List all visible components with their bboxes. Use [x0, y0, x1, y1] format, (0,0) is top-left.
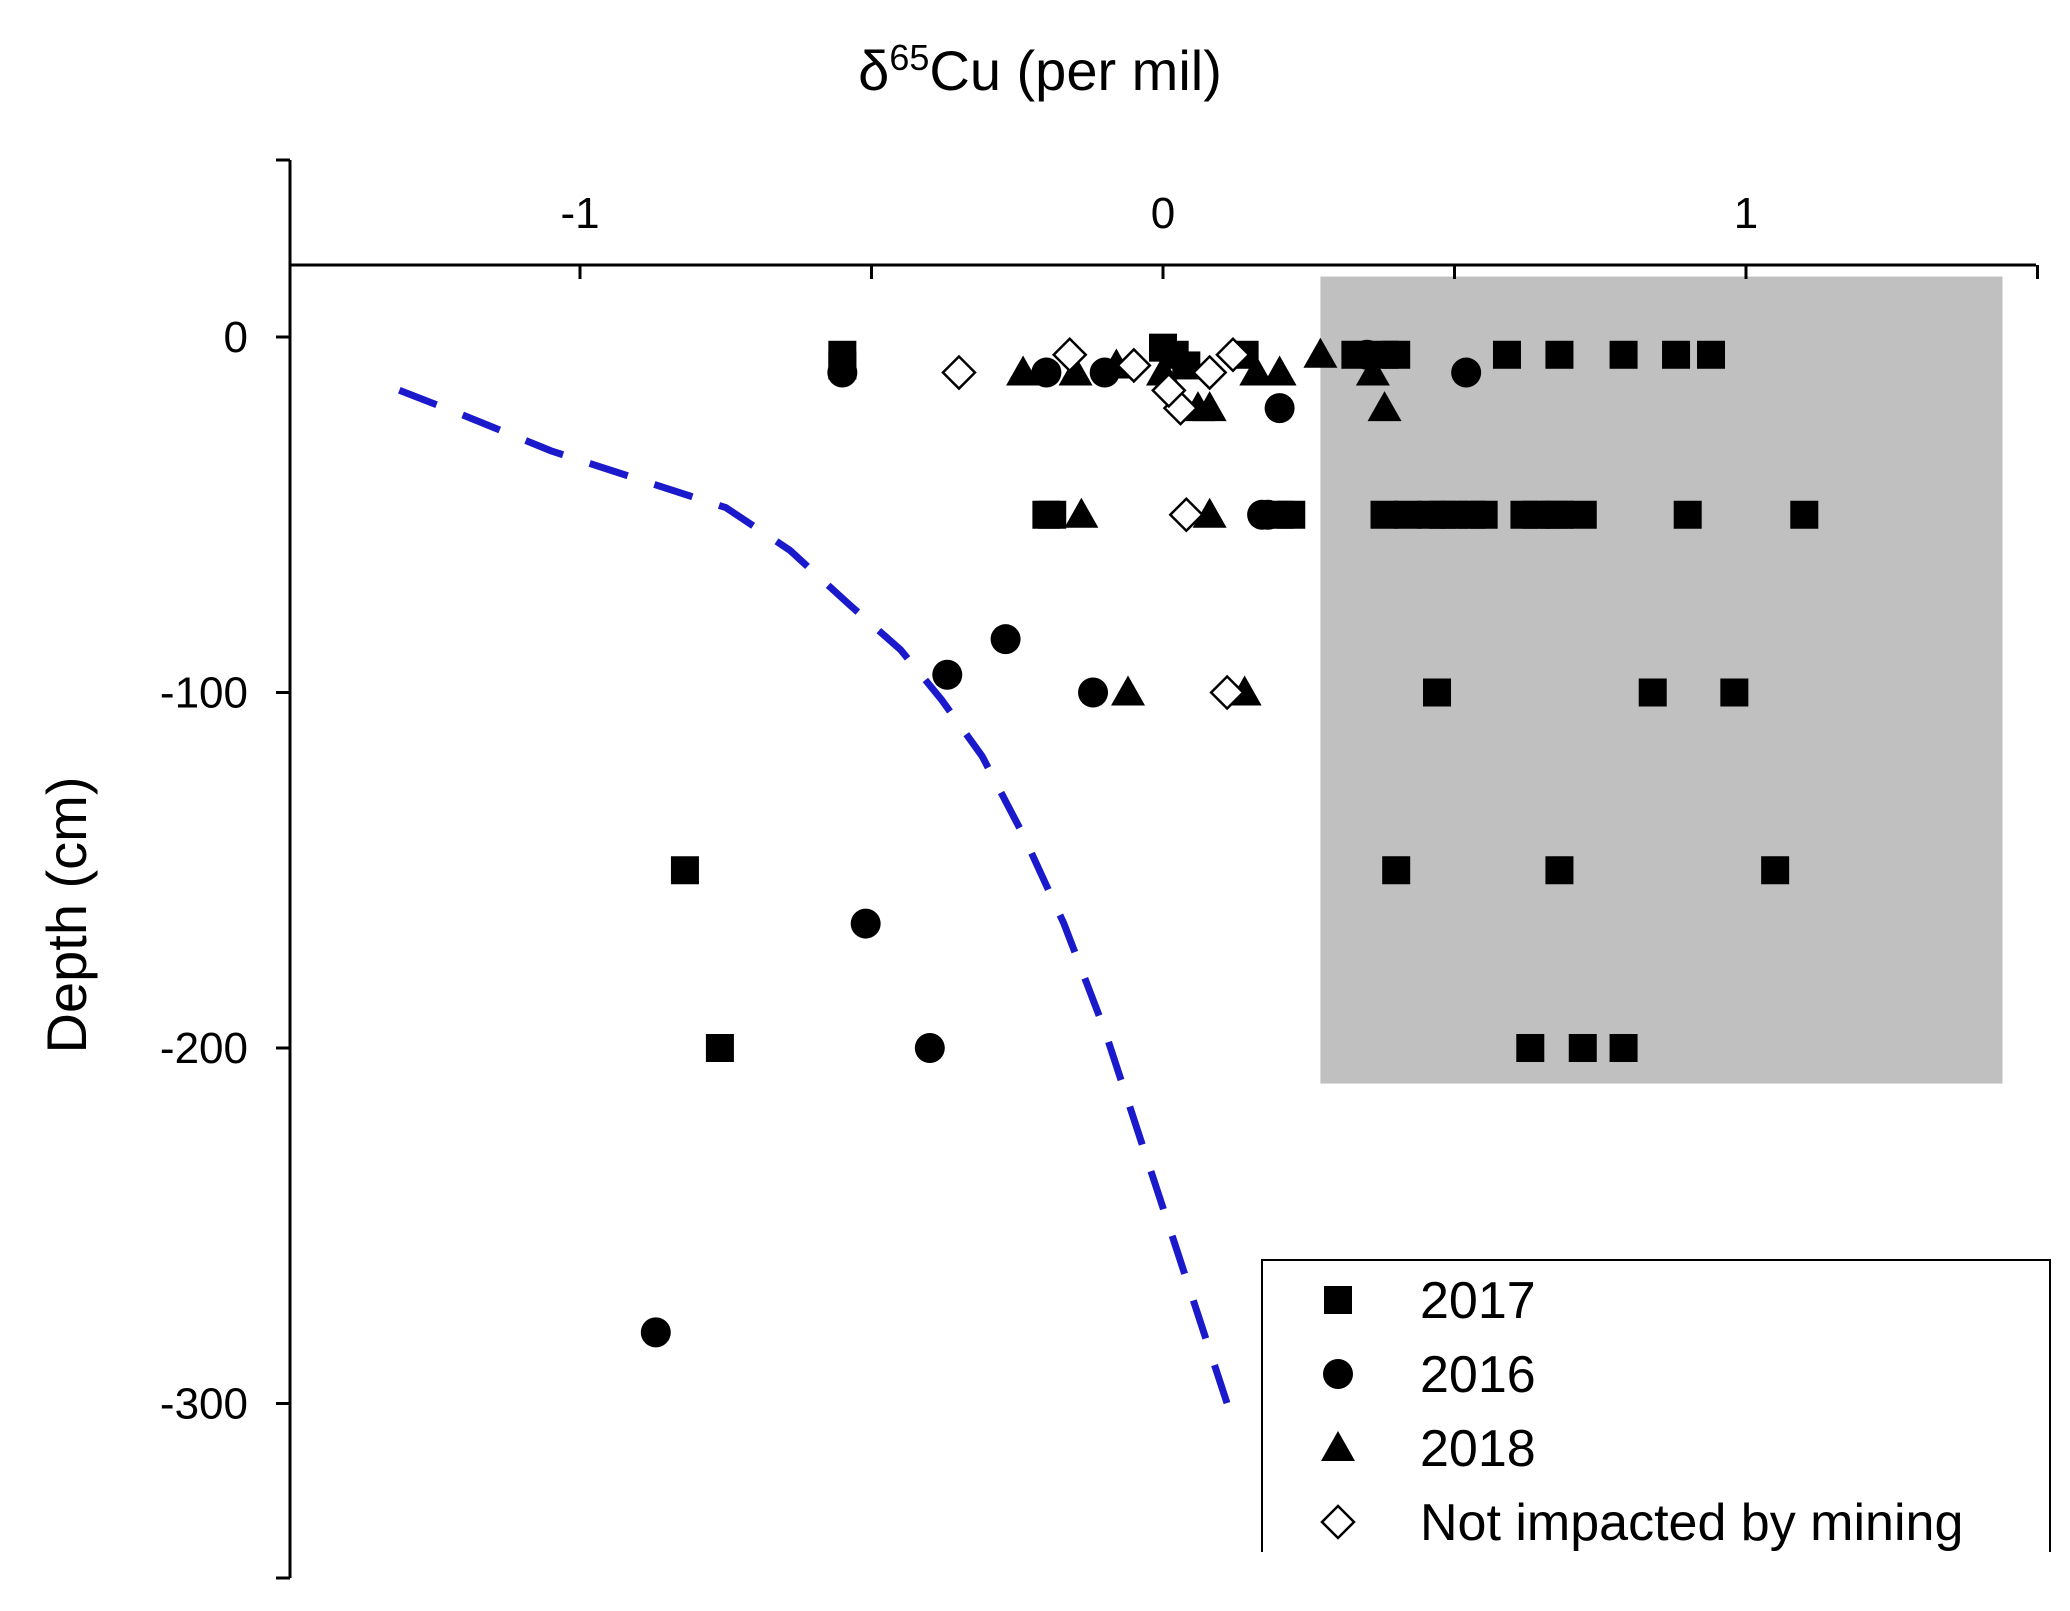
data-point-square	[1761, 856, 1790, 885]
data-point-triangle	[1058, 355, 1093, 386]
data-point-circle	[1264, 393, 1295, 424]
data-point-square	[1720, 678, 1749, 707]
data-point-circle	[1031, 357, 1062, 388]
y-axis: 0 -100 -200 -300	[160, 158, 292, 1580]
data-point-circle	[1252, 499, 1283, 530]
y-tick-label: 0	[224, 313, 248, 362]
data-point-triangle	[1192, 391, 1227, 422]
data-point-diamond	[1051, 337, 1088, 373]
legend-marker-diamond	[1320, 1504, 1356, 1540]
trend-line	[398, 387, 1237, 1423]
legend-label: 2016	[1420, 1346, 1536, 1404]
data-point-circle	[640, 1317, 671, 1348]
data-point-triangle	[1192, 497, 1227, 528]
data-point-square	[1609, 1034, 1638, 1062]
data-point-circle	[990, 624, 1021, 655]
data-point-triangle	[1111, 675, 1146, 706]
data-point-diamond	[1215, 337, 1251, 373]
data-point-square	[1469, 500, 1498, 529]
data-point-square	[1638, 678, 1667, 707]
legend-border	[1261, 1259, 2051, 1552]
data-point-diamond	[1116, 347, 1152, 384]
data-point-square	[1662, 340, 1691, 369]
x-title-suffix: Cu (per mil)	[929, 39, 1221, 102]
data-point-circle	[1451, 357, 1482, 388]
data-point-diamond	[941, 354, 977, 391]
data-point-triangle	[1064, 497, 1099, 528]
data-point-circle	[827, 357, 858, 388]
y-axis-title: Depth (cm)	[35, 777, 98, 1054]
x-tick-label: 0	[1151, 189, 1175, 238]
legend-marker-square	[1324, 1286, 1352, 1314]
data-point-diamond	[1209, 674, 1245, 711]
data-point-square	[670, 856, 699, 885]
data-point-triangle	[1367, 391, 1402, 422]
x-title-superscript: 65	[889, 37, 929, 78]
data-point-square	[1492, 340, 1521, 369]
y-tick-label: -300	[160, 1380, 248, 1429]
data-point-square	[1673, 500, 1702, 529]
x-tick-label: -1	[560, 189, 599, 238]
x-tick-label: 1	[1734, 189, 1758, 238]
data-point-square	[1568, 1034, 1597, 1062]
data-point-square	[1790, 500, 1819, 529]
data-point-square	[1038, 500, 1067, 529]
x-axis-title: δ65Cu (per mil)	[858, 37, 1222, 102]
data-point-triangle	[1239, 355, 1274, 386]
data-point-square	[1568, 500, 1597, 529]
data-point-square	[1697, 340, 1726, 369]
data-point-triangle	[1006, 355, 1041, 386]
data-point-square	[1545, 856, 1574, 885]
data-point-circle	[1078, 677, 1109, 708]
data-point-circle	[914, 1033, 945, 1063]
legend-label: Not impacted by mining	[1420, 1494, 1963, 1552]
data-point-square	[1516, 1034, 1545, 1062]
y-tick-label: -100	[160, 669, 248, 718]
data-point-square	[705, 1034, 734, 1062]
x-title-prefix: δ	[858, 39, 889, 102]
legend-label: 2018	[1420, 1420, 1536, 1478]
data-point-triangle	[1355, 355, 1390, 386]
data-point-diamond	[1168, 496, 1205, 533]
data-point-diamond	[1151, 372, 1187, 409]
data-point-square	[1423, 678, 1452, 707]
legend-marker-circle	[1323, 1359, 1353, 1389]
data-point-triangle	[1262, 355, 1297, 386]
data-point-square	[1382, 856, 1411, 885]
data-point-circle	[850, 908, 881, 939]
data-point-triangle	[1303, 337, 1338, 368]
legend-marker-triangle	[1321, 1431, 1355, 1461]
data-points	[640, 333, 1819, 1348]
data-point-diamond	[1191, 354, 1228, 391]
data-point-circle	[932, 659, 963, 690]
legend: 2017 2016 2018 Not impacted by mining	[1261, 1259, 2051, 1552]
legend-label: 2017	[1420, 1272, 1536, 1330]
x-axis: -1 0 1	[290, 189, 2039, 279]
y-tick-label: -200	[160, 1024, 248, 1073]
data-point-square	[1440, 500, 1469, 529]
data-point-square	[1382, 340, 1411, 369]
data-point-square	[1545, 340, 1574, 369]
data-point-square	[1609, 340, 1638, 369]
